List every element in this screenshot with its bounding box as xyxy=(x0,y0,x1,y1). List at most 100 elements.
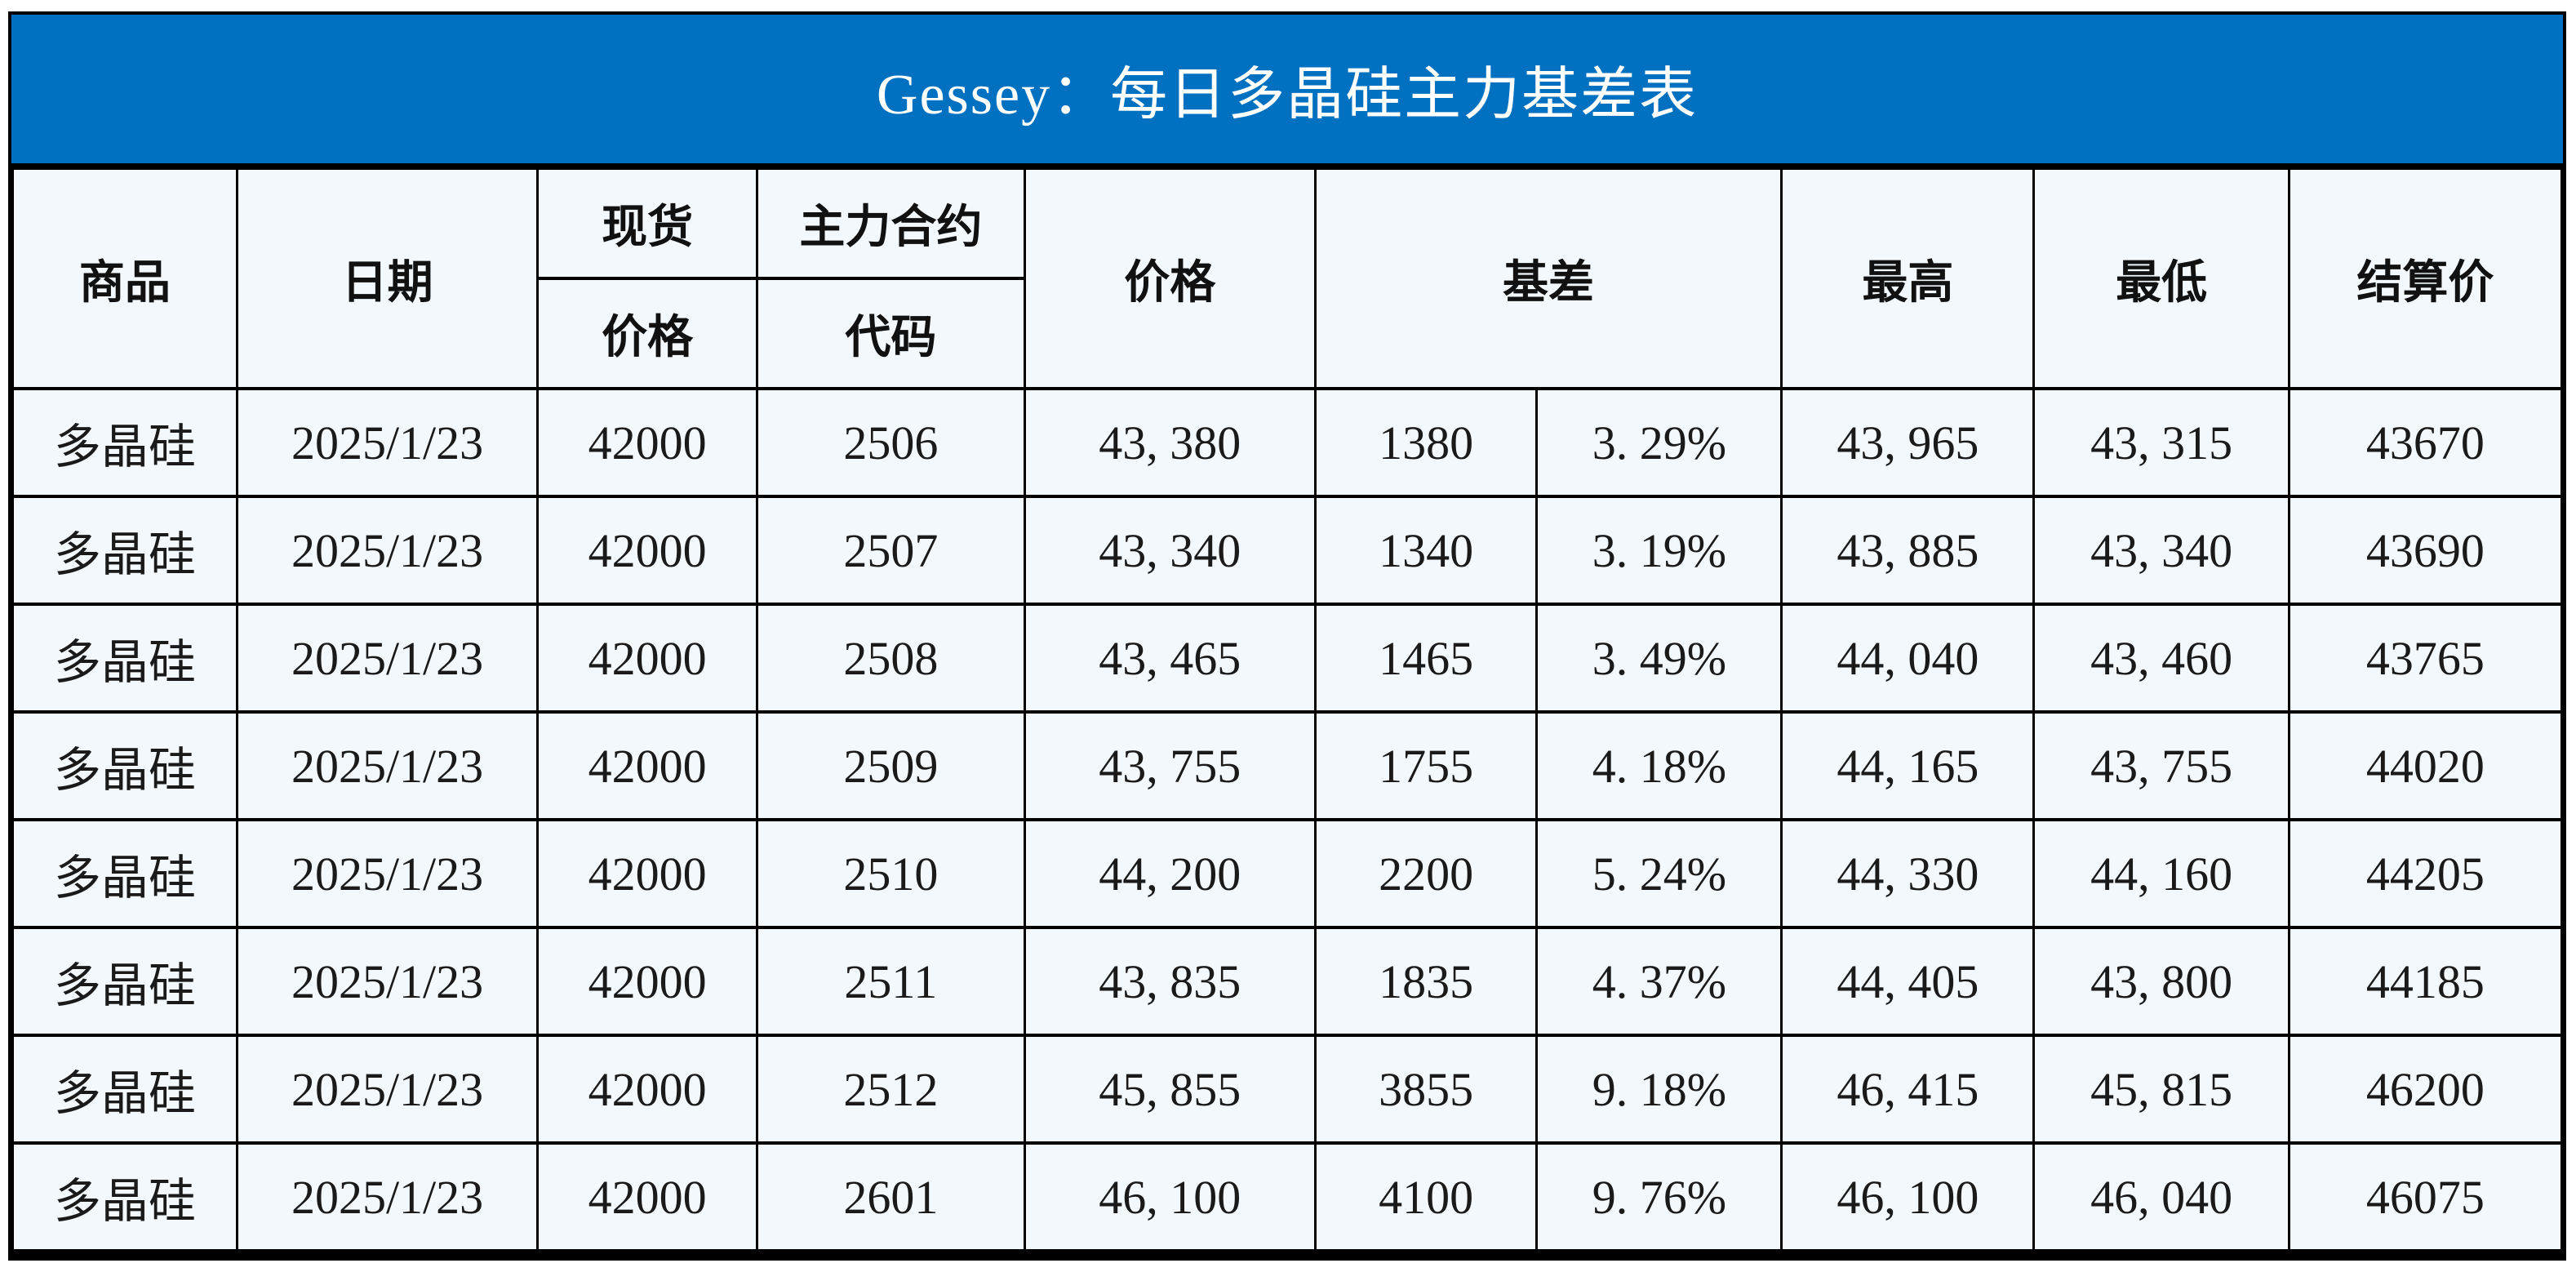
cell-high: 46, 100 xyxy=(1780,1141,2036,1252)
cell-spot-price: 42000 xyxy=(536,603,758,714)
cell-commodity: 多晶硅 xyxy=(11,926,238,1037)
cell-basis: 4100 xyxy=(1313,1141,1539,1252)
cell-date: 2025/1/23 xyxy=(235,710,540,821)
cell-basis-pct: 3. 19% xyxy=(1535,495,1783,606)
cell-basis: 1340 xyxy=(1313,495,1539,606)
cell-basis-pct: 9. 18% xyxy=(1535,1034,1783,1145)
col-header-contract-line1: 主力合约 xyxy=(755,167,1026,280)
table-title: Gessey：每日多晶硅主力基差表 xyxy=(11,15,2563,167)
cell-spot-price: 42000 xyxy=(536,1034,758,1145)
daily-basis-sheet: Gessey：每日多晶硅主力基差表 商品 日期 现货 主力合约 价格 基差 最高 xyxy=(8,11,2566,1261)
col-header-date: 日期 xyxy=(235,167,540,390)
cell-high: 43, 965 xyxy=(1780,387,2036,498)
cell-price: 43, 835 xyxy=(1023,926,1317,1037)
cell-price: 43, 755 xyxy=(1023,710,1317,821)
cell-spot-price: 42000 xyxy=(536,818,758,929)
cell-contract-code: 2508 xyxy=(755,603,1026,714)
col-header-settlement: 结算价 xyxy=(2287,167,2564,390)
table-row: 多晶硅 2025/1/23 42000 2508 43, 465 1465 3. 49% 44… xyxy=(11,603,2564,714)
cell-basis: 1755 xyxy=(1313,710,1539,821)
table-row: 多晶硅 2025/1/23 42000 2512 45, 855 3855 9. 18% 46… xyxy=(11,1034,2564,1145)
cell-commodity: 多晶硅 xyxy=(11,710,238,821)
cell-price: 43, 380 xyxy=(1023,387,1317,498)
cell-settlement: 46200 xyxy=(2287,1034,2564,1145)
header-row-1: 商品 日期 现货 主力合约 价格 基差 最高 最低 结算价 xyxy=(11,167,2564,390)
cell-high: 44, 040 xyxy=(1780,603,2036,714)
cell-commodity: 多晶硅 xyxy=(11,818,238,929)
cell-price: 43, 340 xyxy=(1023,495,1317,606)
cell-basis: 2200 xyxy=(1313,818,1539,929)
cell-spot-price: 42000 xyxy=(536,1141,758,1252)
cell-basis-pct: 9. 76% xyxy=(1535,1141,1783,1252)
table-row: 多晶硅 2025/1/23 42000 2510 44, 200 2200 5. 24% 44… xyxy=(11,818,2564,929)
cell-commodity: 多晶硅 xyxy=(11,1141,238,1252)
table-row: 多晶硅 2025/1/23 42000 2601 46, 100 4100 9. 76% 46… xyxy=(11,1141,2564,1252)
cell-basis-pct: 4. 18% xyxy=(1535,710,1783,821)
cell-high: 46, 415 xyxy=(1780,1034,2036,1145)
cell-contract-code: 2509 xyxy=(755,710,1026,821)
cell-date: 2025/1/23 xyxy=(235,926,540,1037)
col-header-basis: 基差 xyxy=(1313,167,1783,390)
cell-price: 43, 465 xyxy=(1023,603,1317,714)
cell-settlement: 46075 xyxy=(2287,1141,2564,1252)
cell-contract-code: 2512 xyxy=(755,1034,1026,1145)
cell-contract-code: 2511 xyxy=(755,926,1026,1037)
cell-spot-price: 42000 xyxy=(536,387,758,498)
cell-basis-pct: 3. 49% xyxy=(1535,603,1783,714)
cell-high: 43, 885 xyxy=(1780,495,2036,606)
cell-price: 46, 100 xyxy=(1023,1141,1317,1252)
header-row-2: 价格 代码 xyxy=(13,277,2562,390)
cell-low: 44, 160 xyxy=(2032,818,2290,929)
cell-basis-pct: 3. 29% xyxy=(1535,387,1783,498)
cell-date: 2025/1/23 xyxy=(235,387,540,498)
cell-low: 45, 815 xyxy=(2032,1034,2290,1145)
cell-price: 45, 855 xyxy=(1023,1034,1317,1145)
cell-low: 46, 040 xyxy=(2032,1141,2290,1252)
cell-high: 44, 405 xyxy=(1780,926,2036,1037)
col-header-contract-line2: 代码 xyxy=(755,277,1026,390)
cell-date: 2025/1/23 xyxy=(235,1034,540,1145)
cell-price: 44, 200 xyxy=(1023,818,1317,929)
cell-contract-code: 2601 xyxy=(755,1141,1026,1252)
cell-basis: 1835 xyxy=(1313,926,1539,1037)
cell-basis-pct: 4. 37% xyxy=(1535,926,1783,1037)
col-header-commodity: 商品 xyxy=(11,167,238,390)
cell-low: 43, 755 xyxy=(2032,710,2290,821)
cell-settlement: 44205 xyxy=(2287,818,2564,929)
cell-settlement: 43765 xyxy=(2287,603,2564,714)
cell-basis-pct: 5. 24% xyxy=(1535,818,1783,929)
cell-basis: 1465 xyxy=(1313,603,1539,714)
col-header-high: 最高 xyxy=(1780,167,2036,390)
cell-spot-price: 42000 xyxy=(536,926,758,1037)
cell-settlement: 43690 xyxy=(2287,495,2564,606)
cell-low: 43, 800 xyxy=(2032,926,2290,1037)
table-body: 多晶硅 2025/1/23 42000 2506 43, 380 1380 3. 29% 43… xyxy=(11,387,2564,1252)
cell-contract-code: 2507 xyxy=(755,495,1026,606)
col-header-spot-line1: 现货 xyxy=(536,167,758,280)
cell-settlement: 44185 xyxy=(2287,926,2564,1037)
cell-low: 43, 460 xyxy=(2032,603,2290,714)
table-row: 多晶硅 2025/1/23 42000 2506 43, 380 1380 3. 29% 43… xyxy=(11,387,2564,498)
cell-date: 2025/1/23 xyxy=(235,1141,540,1252)
col-header-spot-line2: 价格 xyxy=(536,277,758,390)
table-row: 多晶硅 2025/1/23 42000 2507 43, 340 1340 3. 19% 43… xyxy=(11,495,2564,606)
col-header-price: 价格 xyxy=(1023,167,1317,390)
cell-date: 2025/1/23 xyxy=(235,818,540,929)
basis-table: 商品 日期 现货 主力合约 价格 基差 最高 最低 结算价 价格 代码 多晶硅 2… xyxy=(11,167,2564,1252)
cell-commodity: 多晶硅 xyxy=(11,387,238,498)
cell-low: 43, 340 xyxy=(2032,495,2290,606)
cell-settlement: 43670 xyxy=(2287,387,2564,498)
cell-date: 2025/1/23 xyxy=(235,495,540,606)
col-header-low: 最低 xyxy=(2032,167,2290,390)
cell-spot-price: 42000 xyxy=(536,710,758,821)
cell-commodity: 多晶硅 xyxy=(11,603,238,714)
table-row: 多晶硅 2025/1/23 42000 2509 43, 755 1755 4. 18% 44… xyxy=(11,710,2564,821)
cell-settlement: 44020 xyxy=(2287,710,2564,821)
cell-high: 44, 165 xyxy=(1780,710,2036,821)
cell-spot-price: 42000 xyxy=(536,495,758,606)
cell-commodity: 多晶硅 xyxy=(11,1034,238,1145)
cell-low: 43, 315 xyxy=(2032,387,2290,498)
cell-high: 44, 330 xyxy=(1780,818,2036,929)
cell-basis: 1380 xyxy=(1313,387,1539,498)
cell-contract-code: 2506 xyxy=(755,387,1026,498)
